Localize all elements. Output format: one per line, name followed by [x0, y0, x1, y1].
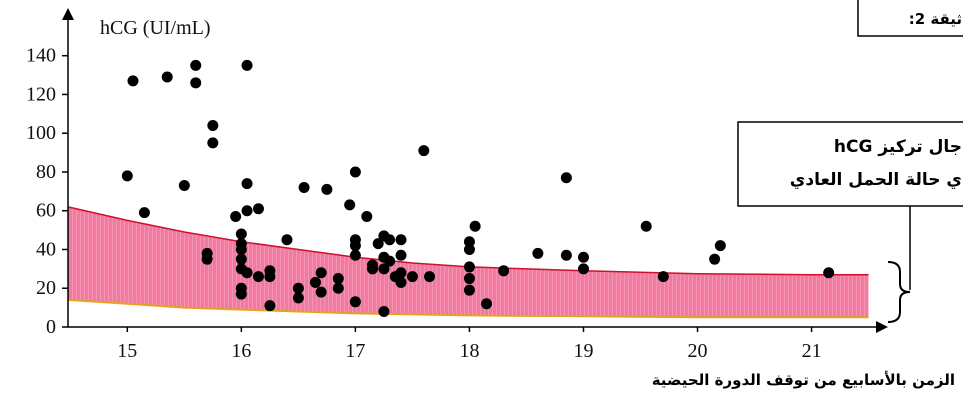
data-point: [577, 251, 589, 263]
data-point: [349, 249, 361, 261]
data-point: [463, 261, 475, 273]
data-point: [241, 267, 253, 279]
x-tick-label: 19: [573, 340, 593, 362]
y-tick-label: 60: [36, 200, 56, 222]
data-point: [384, 234, 396, 246]
chart-title: hCG (UI/mL): [100, 17, 211, 39]
y-tick-label: 80: [36, 161, 56, 183]
data-point: [309, 276, 321, 288]
data-point: [361, 211, 373, 223]
data-point: [349, 240, 361, 252]
data-point: [823, 267, 835, 279]
data-point: [207, 119, 219, 131]
y-tick-label: 40: [36, 238, 56, 260]
data-point: [252, 271, 264, 283]
data-point: [349, 166, 361, 178]
data-point: [640, 220, 652, 232]
document-label: ثيقة 2:: [909, 10, 962, 28]
data-point: [395, 234, 407, 246]
data-point: [498, 265, 510, 277]
data-point: [463, 243, 475, 255]
x-tick-label: 15: [117, 340, 137, 362]
data-point: [577, 263, 589, 275]
data-point: [281, 234, 293, 246]
data-point: [298, 181, 310, 193]
data-point: [315, 267, 327, 279]
data-point: [207, 137, 219, 149]
data-point: [378, 263, 390, 275]
data-point: [241, 178, 253, 190]
data-point: [178, 180, 190, 192]
data-point: [709, 253, 721, 265]
annotation-box: [737, 121, 963, 207]
x-axis-label: الزمن بالأسابيع من توقف الدورة الحيضية: [652, 371, 955, 389]
data-point: [264, 271, 276, 283]
data-point: [161, 71, 173, 83]
data-point: [560, 172, 572, 184]
brace: [887, 261, 911, 323]
y-tick-label: 100: [26, 122, 56, 144]
data-point: [252, 203, 264, 215]
data-point: [463, 236, 475, 248]
x-tick-label: 20: [688, 340, 708, 362]
data-point: [481, 298, 493, 310]
data-point: [235, 228, 247, 240]
data-point: [469, 220, 481, 232]
data-point: [657, 271, 669, 283]
data-point: [406, 271, 418, 283]
data-point: [241, 205, 253, 217]
data-point: [372, 238, 384, 250]
data-point: [332, 282, 344, 294]
annotation-line: ي حالة الحمل العادي: [790, 170, 962, 190]
x-tick-label: 16: [231, 340, 251, 362]
marks: [121, 59, 835, 317]
data-point: [201, 253, 213, 265]
data-point: [292, 282, 304, 294]
data-point: [714, 240, 726, 252]
annotation-line: جال تركيز hCG: [834, 137, 962, 157]
data-point: [384, 255, 396, 267]
y-tick-label: 0: [46, 316, 56, 338]
x-tick-label: 18: [459, 340, 479, 362]
data-point: [332, 273, 344, 285]
data-point: [230, 211, 242, 223]
data-point: [349, 296, 361, 308]
x-tick-label: 21: [802, 340, 822, 362]
data-point: [264, 300, 276, 312]
data-point: [344, 199, 356, 211]
y-tick-label: 140: [26, 45, 56, 67]
band-hatch: [68, 206, 869, 318]
data-point: [367, 263, 378, 275]
data-point: [560, 249, 572, 261]
data-point: [292, 292, 304, 304]
data-point: [241, 59, 253, 71]
data-point: [532, 247, 544, 259]
y-tick-label: 20: [36, 277, 56, 299]
data-point: [463, 273, 475, 285]
data-point: [463, 284, 475, 296]
data-point: [190, 59, 202, 71]
document-label-box: [857, 0, 963, 37]
data-point: [235, 243, 247, 255]
data-point: [127, 75, 139, 87]
data-point: [315, 286, 327, 298]
data-point: [395, 276, 407, 288]
data-point: [321, 183, 333, 195]
data-point: [121, 170, 133, 182]
data-point: [190, 77, 202, 89]
data-point: [235, 253, 247, 265]
data-point: [395, 267, 407, 279]
data-point: [138, 207, 150, 219]
x-tick-label: 17: [345, 340, 365, 362]
data-point: [395, 249, 407, 261]
y-tick-label: 120: [26, 83, 56, 105]
data-point: [424, 271, 436, 283]
data-point: [235, 288, 247, 300]
data-point: [418, 145, 430, 157]
data-point: [378, 305, 390, 317]
